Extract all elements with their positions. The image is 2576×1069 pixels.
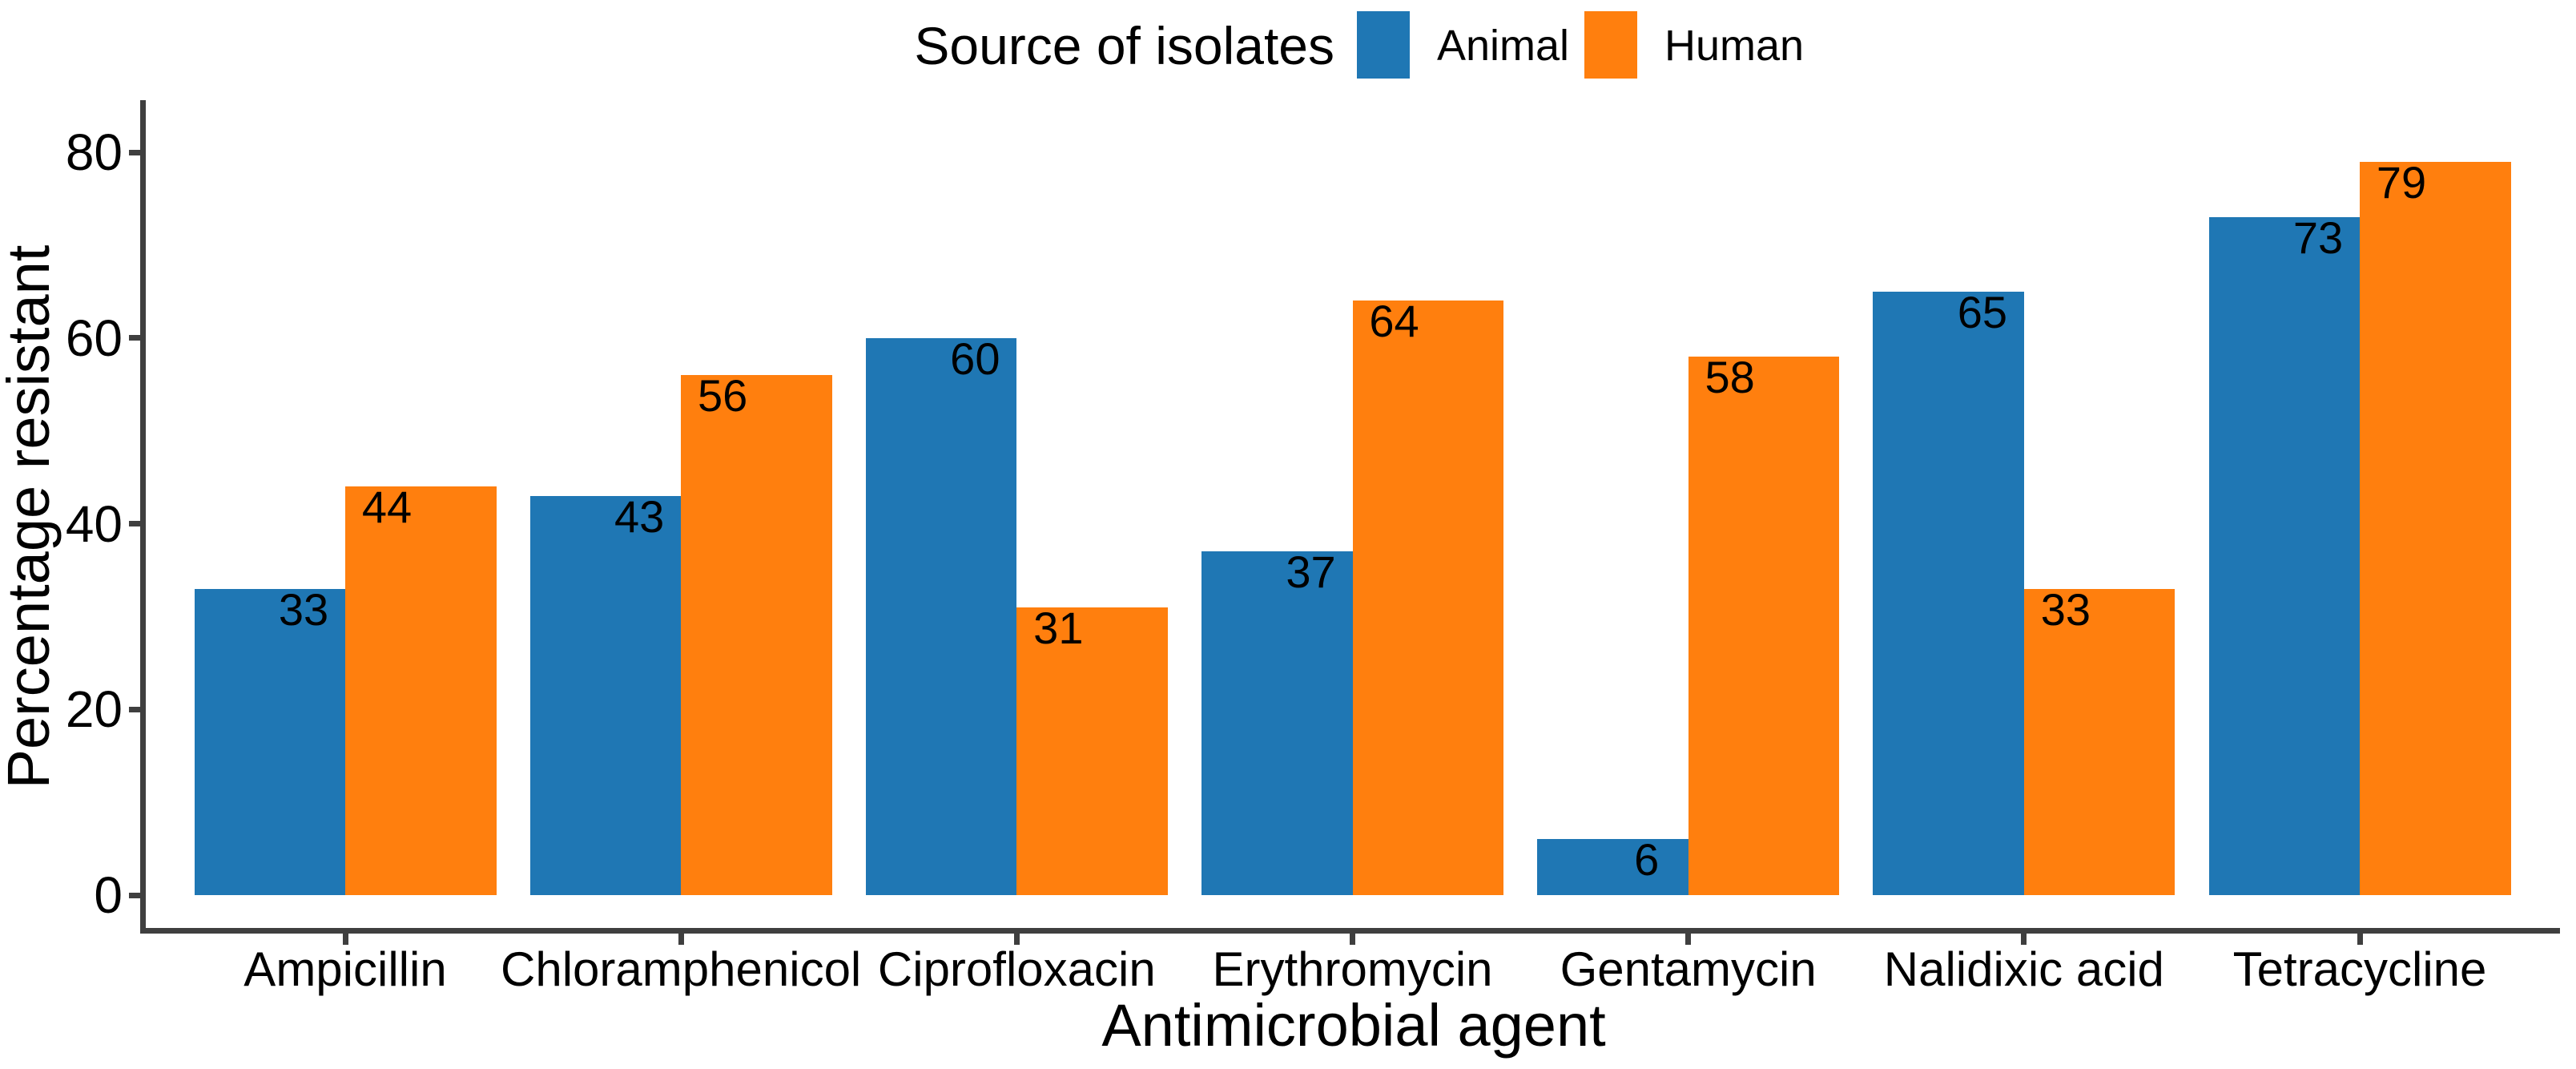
bar-animal-gentamycin — [1537, 839, 1688, 895]
x-tick-label: Nalidixic acid — [1883, 942, 2164, 996]
y-tick-label: 80 — [65, 123, 123, 181]
bar-value-label: 33 — [278, 583, 329, 635]
y-axis-line — [140, 100, 146, 934]
bar-value-label: 37 — [1286, 547, 1336, 598]
x-tick — [2021, 934, 2027, 945]
bar-value-label: 65 — [1957, 286, 2007, 337]
y-tick-label: 20 — [65, 680, 123, 739]
x-tick-label: Erythromycin — [1212, 942, 1493, 996]
bar-value-label: 31 — [1033, 602, 1084, 653]
bar-human-ciprofloxacin — [1016, 607, 1168, 895]
y-tick-label: 40 — [65, 494, 123, 553]
x-tick — [1013, 934, 1020, 945]
y-tick — [129, 335, 140, 341]
y-tick — [129, 149, 140, 155]
x-tick-label: Ampicillin — [244, 942, 447, 996]
legend-key-human-swatch — [1584, 11, 1637, 79]
bar-value-label: 73 — [2292, 212, 2344, 264]
bar-human-chloramphenicol — [681, 375, 832, 895]
bar-value-label: 56 — [698, 370, 748, 422]
y-tick — [129, 706, 140, 712]
y-axis-title: Percentage resistant — [0, 244, 62, 789]
legend-label-human: Human — [1664, 22, 1805, 70]
bar-value-label: 64 — [1369, 296, 1419, 347]
bar-value-label: 58 — [1705, 351, 1755, 402]
bar-human-tetracycline — [2360, 161, 2511, 895]
bar-value-label: 33 — [2040, 583, 2091, 635]
x-axis-line — [140, 928, 2560, 934]
bar-value-label: 60 — [950, 333, 1000, 384]
bar-animal-chloramphenicol — [529, 495, 682, 895]
x-tick-label: Chloramphenicol — [501, 942, 862, 996]
x-tick-label: Gentamycin — [1560, 942, 1817, 996]
y-tick — [129, 521, 140, 526]
x-tick — [678, 934, 684, 945]
bar-human-nalidixic-acid — [2023, 588, 2176, 895]
bar-animal-ciprofloxacin — [865, 337, 1017, 895]
x-tick — [342, 934, 348, 945]
bar-value-label: 79 — [2376, 156, 2427, 208]
x-tick-label: Ciprofloxacin — [877, 942, 1156, 996]
bar-value-label: 44 — [361, 482, 413, 533]
bar-animal-tetracycline — [2208, 217, 2361, 895]
y-tick — [129, 892, 140, 898]
x-tick — [2357, 934, 2363, 945]
legend-key-animal-swatch — [1357, 11, 1410, 79]
bar-value-label: 43 — [614, 490, 665, 542]
bar-value-label: 6 — [1634, 834, 1660, 885]
x-tick — [1685, 934, 1692, 945]
y-tick-label: 60 — [65, 309, 123, 367]
x-axis-title: Antimicrobial agent — [1101, 992, 1606, 1059]
bar-human-erythromycin — [1352, 301, 1503, 895]
y-tick-label: 0 — [94, 866, 123, 924]
bar-animal-nalidixic-acid — [1873, 291, 2024, 895]
bar-animal-ampicillin — [194, 588, 345, 895]
legend-title: Source of isolates — [914, 16, 1334, 75]
x-tick — [1350, 934, 1355, 945]
legend-label-animal: Animal — [1437, 22, 1570, 70]
x-tick-label: Tetracycline — [2232, 942, 2487, 996]
bar-human-ampicillin — [345, 486, 497, 895]
bar-animal-erythromycin — [1201, 551, 1353, 895]
legend: Source of isolates Animal Human — [0, 0, 2576, 96]
bar-human-gentamycin — [1688, 356, 1840, 895]
